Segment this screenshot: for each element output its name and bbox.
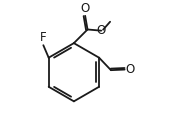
Text: O: O — [126, 63, 135, 76]
Text: O: O — [97, 24, 106, 37]
Text: O: O — [81, 2, 90, 15]
Text: F: F — [40, 31, 47, 44]
